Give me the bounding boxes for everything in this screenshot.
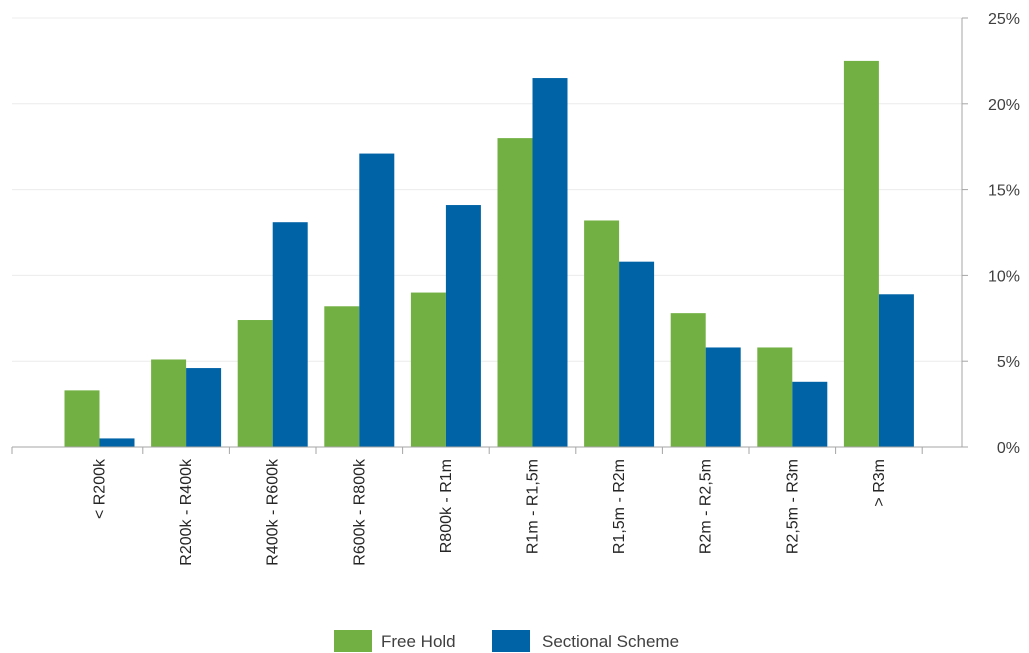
- bar-sectional-scheme: [186, 368, 222, 447]
- x-tick-label: R2m - R2,5m: [698, 459, 715, 554]
- bar-free-hold: [843, 60, 879, 448]
- x-tick-label: R200k - R400k: [178, 458, 195, 566]
- bar-free-hold: [237, 320, 273, 447]
- x-tick-label: R2,5m - R3m: [784, 459, 801, 554]
- bar-free-hold: [324, 306, 360, 447]
- legend-label: Free Hold: [381, 632, 456, 651]
- y-tick-label: 5%: [997, 354, 1020, 371]
- y-axis: 0% 5% 10% 15% 20% 25%: [961, 11, 1020, 457]
- bars: [64, 60, 914, 448]
- bar-free-hold: [584, 220, 620, 447]
- legend: Free Hold Sectional Scheme: [334, 630, 679, 652]
- x-tick-label: R600k - R800k: [351, 458, 368, 566]
- bar-sectional-scheme: [99, 438, 135, 447]
- y-tick-label: 0%: [997, 440, 1020, 457]
- x-tick-label: > R3m: [871, 459, 888, 507]
- bar-free-hold: [497, 138, 533, 447]
- bar-free-hold: [757, 347, 793, 447]
- bar-free-hold: [670, 313, 706, 447]
- bar-free-hold: [64, 390, 100, 447]
- bar-sectional-scheme: [705, 347, 741, 447]
- legend-swatch: [492, 630, 530, 652]
- y-tick-label: 20%: [988, 97, 1020, 114]
- y-tick-label: 25%: [988, 11, 1020, 28]
- bar-free-hold: [410, 292, 446, 447]
- x-tick-label: R1m - R1,5m: [525, 459, 542, 554]
- legend-label: Sectional Scheme: [542, 632, 679, 651]
- bar-sectional-scheme: [445, 205, 481, 447]
- gridlines: [12, 17, 962, 362]
- y-tick-label: 10%: [988, 268, 1020, 285]
- bar-sectional-scheme: [878, 294, 914, 447]
- x-tick-label: R1,5m - R2m: [611, 459, 628, 554]
- x-tick-label: R800k - R1m: [438, 459, 455, 553]
- x-tick-label: < R200k: [92, 458, 109, 519]
- bar-sectional-scheme: [272, 222, 308, 447]
- legend-swatch: [334, 630, 372, 652]
- bar-sectional-scheme: [359, 153, 395, 447]
- x-axis: < R200k R200k - R400k R400k - R600k R600k -…: [11, 446, 962, 566]
- bar-sectional-scheme: [532, 78, 568, 447]
- bar-free-hold: [151, 359, 187, 447]
- bar-sectional-scheme: [619, 261, 655, 447]
- bar-sectional-scheme: [792, 381, 828, 447]
- y-tick-label: 15%: [988, 183, 1020, 200]
- x-tick-label: R400k - R600k: [265, 458, 282, 566]
